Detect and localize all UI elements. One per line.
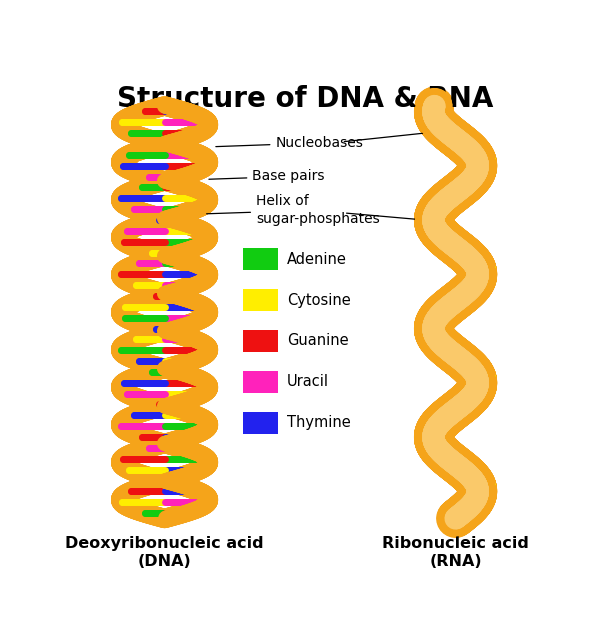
Text: Structure of DNA & RNA: Structure of DNA & RNA bbox=[117, 85, 493, 113]
Text: Uracil: Uracil bbox=[287, 374, 329, 389]
Bar bbox=[243, 371, 278, 393]
Text: Base pairs: Base pairs bbox=[209, 169, 325, 183]
Text: Cytosine: Cytosine bbox=[287, 293, 350, 308]
Text: Deoxyribonucleic acid
(DNA): Deoxyribonucleic acid (DNA) bbox=[65, 536, 264, 569]
Text: Helix of
sugar-phosphates: Helix of sugar-phosphates bbox=[207, 194, 380, 226]
Bar bbox=[243, 249, 278, 270]
Text: Nucleobases: Nucleobases bbox=[216, 136, 364, 150]
Bar bbox=[243, 289, 278, 312]
Text: Adenine: Adenine bbox=[287, 252, 347, 267]
Bar bbox=[243, 412, 278, 434]
Text: Ribonucleic acid
(RNA): Ribonucleic acid (RNA) bbox=[382, 536, 529, 569]
Text: Guanine: Guanine bbox=[287, 333, 349, 348]
Text: Thymine: Thymine bbox=[287, 415, 350, 430]
Bar bbox=[243, 330, 278, 352]
